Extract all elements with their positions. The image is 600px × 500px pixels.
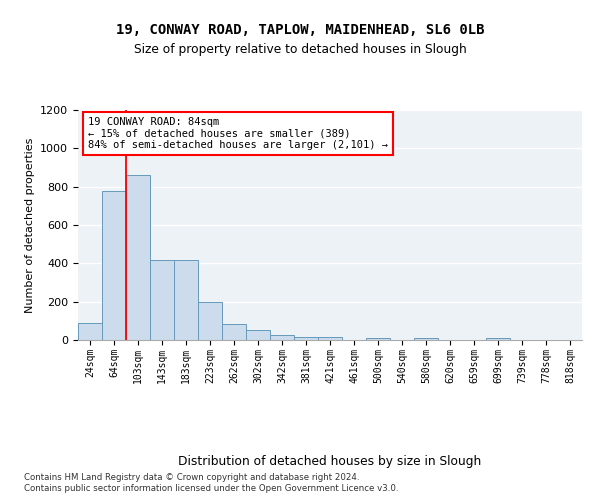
Bar	[414, 338, 438, 340]
Text: 19, CONWAY ROAD, TAPLOW, MAIDENHEAD, SL6 0LB: 19, CONWAY ROAD, TAPLOW, MAIDENHEAD, SL6…	[116, 22, 484, 36]
Text: Contains public sector information licensed under the Open Government Licence v3: Contains public sector information licen…	[24, 484, 398, 493]
Bar	[78, 323, 102, 340]
Y-axis label: Number of detached properties: Number of detached properties	[25, 138, 35, 312]
Bar	[174, 260, 198, 340]
Bar	[150, 260, 174, 340]
Text: Contains HM Land Registry data © Crown copyright and database right 2024.: Contains HM Land Registry data © Crown c…	[24, 472, 359, 482]
Bar	[294, 337, 318, 340]
Bar	[318, 337, 342, 340]
Bar	[246, 330, 270, 340]
Text: 19 CONWAY ROAD: 84sqm
← 15% of detached houses are smaller (389)
84% of semi-det: 19 CONWAY ROAD: 84sqm ← 15% of detached …	[88, 117, 388, 150]
Bar	[270, 335, 294, 340]
Bar	[486, 338, 510, 340]
Bar	[222, 324, 246, 340]
Bar	[198, 302, 222, 340]
Bar	[102, 190, 126, 340]
Bar	[126, 175, 150, 340]
Bar	[366, 338, 390, 340]
Text: Size of property relative to detached houses in Slough: Size of property relative to detached ho…	[134, 42, 466, 56]
Text: Distribution of detached houses by size in Slough: Distribution of detached houses by size …	[178, 455, 482, 468]
